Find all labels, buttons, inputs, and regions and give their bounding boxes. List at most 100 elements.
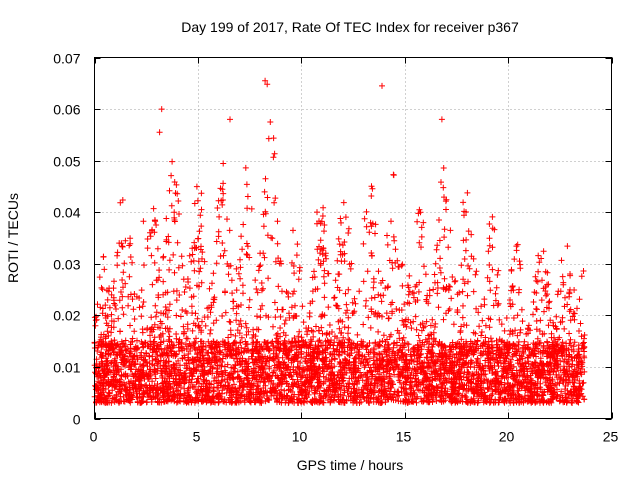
data-point <box>486 262 493 268</box>
data-point <box>254 313 260 320</box>
data-point <box>412 298 419 305</box>
data-point <box>401 301 408 308</box>
data-point <box>239 246 246 253</box>
data-point <box>345 324 352 331</box>
data-point <box>458 262 465 269</box>
data-point <box>274 218 281 225</box>
data-point <box>448 295 455 302</box>
data-point <box>384 232 390 239</box>
data-point <box>363 223 370 230</box>
data-point <box>173 312 180 319</box>
data-point <box>197 212 204 219</box>
data-point <box>344 307 351 314</box>
data-point <box>566 293 573 300</box>
data-point <box>378 298 385 305</box>
data-point <box>418 233 425 240</box>
data-point <box>398 262 405 269</box>
data-point <box>317 237 324 244</box>
data-point <box>166 325 173 332</box>
data-point <box>539 277 545 284</box>
data-point <box>342 214 349 221</box>
data-point <box>364 268 371 275</box>
data-point <box>368 193 375 199</box>
data-point <box>243 240 250 247</box>
data-point <box>478 329 485 335</box>
data-point <box>388 218 394 225</box>
data-point <box>214 205 221 211</box>
data-point <box>514 312 521 319</box>
data-point <box>178 253 185 260</box>
data-point <box>473 268 480 275</box>
data-point <box>489 244 496 251</box>
data-point <box>166 266 173 273</box>
data-point <box>461 256 468 262</box>
data-point <box>415 288 422 295</box>
data-point <box>153 277 160 284</box>
data-point <box>260 285 266 292</box>
data-point <box>237 339 244 346</box>
data-point <box>246 304 252 311</box>
data-point <box>441 234 448 241</box>
data-point <box>345 225 352 232</box>
data-point <box>365 314 372 321</box>
data-point <box>492 290 499 297</box>
data-point <box>274 240 281 247</box>
data-point <box>198 279 205 286</box>
data-point <box>243 324 250 331</box>
data-point <box>289 290 296 297</box>
data-point <box>546 298 553 305</box>
data-point <box>562 294 568 301</box>
data-point <box>127 322 133 329</box>
data-point <box>319 330 326 337</box>
data-point <box>425 332 432 339</box>
data-point <box>198 206 205 213</box>
data-point <box>352 300 359 307</box>
data-point <box>514 241 521 248</box>
data-point <box>331 294 338 301</box>
data-point <box>406 300 413 307</box>
data-point <box>186 252 193 259</box>
data-point <box>222 289 228 296</box>
data-point <box>199 318 205 325</box>
data-point <box>487 287 494 294</box>
data-point <box>478 303 485 310</box>
data-point <box>256 263 263 270</box>
data-point <box>321 267 328 274</box>
data-point <box>219 201 226 208</box>
data-point <box>432 260 439 267</box>
data-point <box>530 299 537 305</box>
data-point <box>336 271 343 278</box>
data-point <box>180 323 187 330</box>
data-point <box>503 315 510 321</box>
data-point <box>566 330 573 337</box>
data-point <box>320 204 327 211</box>
data-point <box>220 160 227 167</box>
data-point <box>265 135 272 142</box>
data-point <box>186 285 193 292</box>
data-point <box>481 296 488 303</box>
data-point <box>117 328 123 335</box>
data-point <box>237 317 244 324</box>
data-point <box>181 289 188 295</box>
data-point <box>414 218 421 225</box>
data-point <box>127 254 134 260</box>
data-point <box>140 218 147 225</box>
data-point <box>460 237 467 244</box>
data-point <box>559 273 566 280</box>
data-point <box>114 262 121 269</box>
data-point <box>210 320 217 327</box>
data-point <box>326 322 333 328</box>
data-point <box>517 326 524 333</box>
data-point <box>335 235 342 242</box>
data-point <box>576 296 583 303</box>
data-point <box>215 228 222 235</box>
data-point <box>530 311 536 318</box>
data-point <box>130 306 137 313</box>
data-point <box>261 254 268 261</box>
data-point <box>347 265 354 272</box>
data-point <box>277 325 284 331</box>
data-point <box>434 242 441 249</box>
data-point <box>147 233 154 240</box>
data-point <box>168 172 175 179</box>
data-point <box>460 199 467 206</box>
